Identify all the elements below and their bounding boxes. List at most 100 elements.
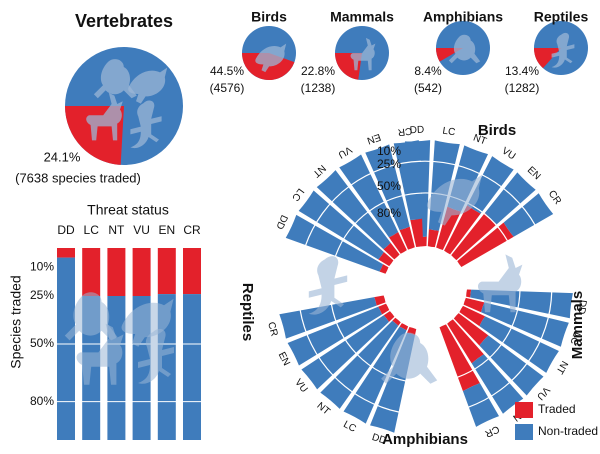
- pie-amphibians-count: (542): [414, 81, 442, 95]
- radial-reptiles-VU-traded: [389, 231, 407, 254]
- radial-reptiles-DD-traded: [379, 264, 389, 274]
- radial-mammals-category-label: NT: [553, 359, 569, 376]
- radial-tick-label: 10%: [377, 144, 401, 158]
- radial-amphibians-category-label: EN: [276, 350, 292, 367]
- radial-mammals-DD-traded: [466, 289, 472, 298]
- radial-reptiles-CR-traded: [410, 218, 424, 247]
- legend: Traded Non-traded: [515, 402, 598, 440]
- threat-category-label: VU: [133, 223, 150, 237]
- threat-ytick-label: 10%: [30, 259, 54, 273]
- radial-reptiles-VU-nontraded: [339, 154, 399, 238]
- radial-reptiles-NT-nontraded: [316, 170, 391, 250]
- radial-birds-EN-nontraded: [484, 172, 536, 225]
- pie-reptiles-percent: 13.4%: [505, 64, 539, 78]
- radial-reptiles-NT-traded: [383, 242, 400, 260]
- threat-bar-LC-traded: [82, 248, 101, 296]
- radial-label-mammals: Mammals: [569, 291, 586, 359]
- radial-birds-category-label: LC: [442, 126, 456, 139]
- radial-amphibians-NT-traded: [392, 317, 401, 326]
- radial-reptiles-category-label: CR: [397, 125, 413, 138]
- radial-amphibians-NT-nontraded: [320, 320, 399, 409]
- radial-mammals-CR-traded: [439, 324, 480, 392]
- radial-tick-label: 25%: [377, 157, 401, 171]
- radial-reptiles-EN-nontraded: [365, 144, 410, 231]
- pie-birds-title: Birds: [251, 9, 287, 25]
- radial-birds-CR-traded: [457, 222, 514, 267]
- threat-bar-CR-nontraded: [183, 294, 201, 440]
- radial-birds-category-label: CR: [546, 189, 563, 207]
- radial-amphibians-category-label: CR: [265, 321, 279, 338]
- radial-amphibians-EN-traded: [378, 303, 390, 315]
- radial-reptiles-LC-nontraded: [298, 190, 384, 260]
- radial-amphibians-category-label: DD: [371, 432, 388, 447]
- pie-amphibians-title: Amphibians: [423, 9, 503, 25]
- radial-mammals-category-label: CR: [483, 423, 501, 439]
- pie-mammals-title: Mammals: [330, 9, 394, 25]
- threat-category-label: DD: [57, 223, 75, 237]
- radial-amphibians-category-label: LC: [341, 419, 357, 435]
- radial-amphibians-category-label: NT: [314, 400, 331, 417]
- radial-mammals-category-label: VU: [534, 384, 551, 402]
- radial-reptiles-category-label: LC: [289, 186, 305, 203]
- threat-bar-EN-traded: [157, 248, 176, 295]
- radial-gridline: [406, 160, 536, 226]
- threat-ytick-label: 50%: [30, 336, 54, 350]
- pie-charts: Vertebrates 24.1% (7638 species traded) Bir…: [15, 9, 588, 186]
- legend-nontraded-swatch: [515, 424, 533, 440]
- radial-amphibians-category-label: VU: [292, 377, 309, 395]
- pie-birds-percent: 44.5%: [210, 64, 244, 78]
- legend-traded-swatch: [515, 402, 533, 418]
- radial-reptiles-category-label: NT: [310, 162, 327, 179]
- radial-mammals-LC-traded: [463, 297, 485, 313]
- legend-traded-label: Traded: [538, 402, 576, 416]
- threat-bar-VU-traded: [132, 248, 151, 296]
- radial-amphibians-CR-nontraded: [279, 297, 377, 339]
- threat-status-bar-chart: Threat status Species traded 10% 25% 50% 80% D…: [8, 202, 202, 440]
- radial-mammals-NT-traded: [459, 305, 486, 327]
- radial-reptiles-category-label: VU: [336, 143, 354, 160]
- threat-bar-DD-traded: [57, 248, 75, 258]
- threat-ytick-label: 25%: [30, 288, 54, 302]
- radial-amphibians-VU-nontraded: [301, 315, 389, 390]
- pie-mammals-count: (1238): [301, 81, 336, 95]
- radial-birds-VU-traded: [444, 205, 481, 255]
- pie-reptiles-title: Reptiles: [534, 9, 589, 25]
- pie-birds-count: (4576): [210, 81, 245, 95]
- radial-mammals-EN-traded: [447, 319, 484, 364]
- pie-vertebrates-title: Vertebrates: [75, 11, 173, 31]
- threat-bar-CR: CR: [183, 223, 201, 440]
- radial-gridline: [467, 291, 553, 408]
- pie-birds: Birds 44.5% (4576): [210, 9, 296, 95]
- pie-reptiles: Reptiles 13.4% (1282): [505, 9, 589, 95]
- radial-mammals-category-label: DD: [575, 299, 588, 315]
- pie-amphibians: Amphibians 8.4% (542): [414, 9, 503, 95]
- radial-birds-NT-traded: [436, 206, 461, 250]
- radial-reptiles-CR-nontraded: [393, 140, 423, 221]
- pie-vertebrates-count: (7638 species traded): [15, 170, 141, 185]
- threat-bar-DD-nontraded: [57, 257, 75, 440]
- threat-ytick-label: 80%: [30, 394, 54, 408]
- pie-vertebrates: Vertebrates 24.1% (7638 species traded): [15, 11, 183, 185]
- radial-bar-chart: DDLCNTVUENCRDDLCNTVUENCRDDLCNTVUENCRDDLC…: [239, 122, 588, 448]
- radial-tick-label: 50%: [377, 179, 401, 193]
- radial-reptiles-EN-traded: [399, 226, 415, 250]
- pie-vertebrates-percent: 24.1%: [44, 149, 81, 164]
- lizard-silhouette-icon: [308, 256, 348, 315]
- radial-birds-category-label: VU: [500, 146, 518, 163]
- radial-mammals-VU-nontraded: [479, 335, 544, 396]
- radial-label-birds: Birds: [478, 122, 516, 139]
- radial-amphibians-VU-traded: [383, 311, 395, 322]
- radial-birds-VU-nontraded: [467, 156, 514, 214]
- pie-mammals: Mammals 22.8% (1238): [301, 9, 394, 95]
- pie-mammals-percent: 22.8%: [301, 64, 335, 78]
- radial-tick-label: 80%: [377, 206, 401, 220]
- radial-birds-LC-traded: [427, 229, 439, 248]
- pie-reptiles-traded-slice: [534, 48, 561, 69]
- radial-amphibians-LC-traded: [399, 323, 409, 331]
- pie-reptiles-count: (1282): [505, 81, 540, 95]
- radial-birds-category-label: DD: [410, 124, 425, 136]
- radial-gridline: [456, 290, 521, 379]
- radial-amphibians-CR-traded: [374, 295, 386, 306]
